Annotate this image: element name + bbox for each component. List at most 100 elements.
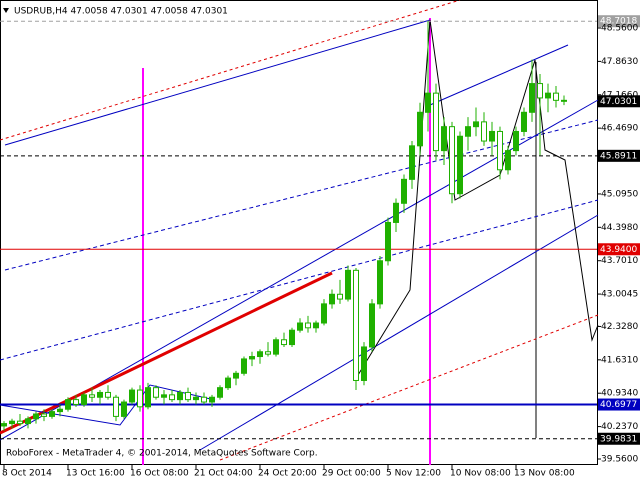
price-level-box (598, 243, 640, 256)
candle-body (425, 92, 431, 113)
chart-title: USDRUB,H4 47.0058 47.0301 47.0058 47.030… (14, 7, 228, 17)
candle-body (57, 408, 63, 413)
candle-body (73, 399, 79, 405)
y-tick-label: 42.3280 (601, 322, 638, 332)
candle-body (201, 396, 207, 403)
price-level-label: 39.9831 (600, 434, 637, 444)
candle-body (9, 420, 15, 425)
candle-body (289, 329, 295, 346)
candle-body (281, 339, 287, 346)
candle-body (449, 126, 455, 195)
candle-body (505, 150, 511, 171)
candle-body (553, 92, 559, 101)
candle-body (97, 391, 103, 398)
candle-body (41, 413, 47, 417)
candle-body (137, 389, 143, 408)
candle-body (473, 121, 479, 128)
candle-body (497, 130, 503, 171)
candle-body (489, 130, 495, 142)
candle-body (513, 130, 519, 152)
x-tick-label: 5 Nov 12:00 (386, 469, 441, 479)
candle-body (297, 322, 303, 331)
candle-body (241, 358, 247, 374)
candle-body (217, 387, 223, 398)
candle-body (457, 135, 463, 195)
candle-body (193, 396, 199, 401)
x-tick-label: 24 Oct 20:00 (258, 469, 317, 479)
price-level-box (598, 398, 640, 411)
candle-body (529, 83, 535, 113)
candle-body (89, 394, 95, 398)
candle-body (249, 356, 255, 360)
candle-body (33, 413, 39, 420)
price-level-box (598, 15, 640, 28)
x-tick-label: 8 Oct 2014 (2, 469, 52, 479)
y-tick-label: 48.5600 (601, 24, 638, 34)
price-level-label: 48.7018 (600, 17, 637, 27)
candle-body (545, 92, 551, 99)
candle-body (257, 351, 263, 358)
candle-body (233, 372, 239, 379)
candle-body (361, 346, 367, 381)
candle-body (185, 391, 191, 401)
y-tick-label: 40.9340 (601, 389, 638, 399)
candle-body (105, 391, 111, 398)
candle-body (121, 401, 127, 417)
candle-body (345, 269, 351, 300)
y-tick-label: 45.0950 (601, 189, 638, 199)
x-tick-label: 21 Oct 04:00 (194, 469, 253, 479)
plot-frame (0, 0, 598, 465)
candle-body (177, 391, 183, 401)
candle-body (393, 202, 399, 223)
candle-body (81, 394, 87, 405)
candle-body (465, 126, 471, 137)
candle-body (369, 303, 375, 348)
candle-body (521, 111, 527, 132)
x-tick-label: 10 Nov 08:00 (450, 469, 511, 479)
candle-body (113, 396, 119, 417)
y-tick-label: 43.7010 (601, 256, 638, 266)
candle-body (305, 322, 311, 329)
x-tick-label: 13 Nov 08:00 (514, 469, 575, 479)
candle-body (433, 92, 439, 152)
candle-body (561, 99, 567, 102)
x-tick-label: 16 Oct 08:00 (130, 469, 189, 479)
candle-body (161, 394, 167, 398)
candle-body (169, 394, 175, 401)
candle-body (225, 377, 231, 389)
candle-body (65, 399, 71, 410)
y-tick-label: 39.5600 (601, 455, 638, 465)
candle-body (313, 322, 319, 329)
y-tick-label: 40.2370 (601, 422, 638, 432)
candle-body (401, 178, 407, 204)
candle-body (441, 126, 447, 152)
candle-body (321, 303, 327, 324)
candle-body (417, 111, 423, 147)
price-level-box (598, 95, 640, 108)
candle-body (537, 83, 543, 99)
candle-body (153, 387, 159, 398)
candle-body (1, 423, 7, 427)
price-level-label: 47.0301 (600, 97, 637, 107)
price-level-box (598, 149, 640, 162)
candle-body (329, 293, 335, 305)
title-icon (3, 8, 9, 13)
candle-body (377, 260, 383, 305)
candle-body (129, 389, 135, 403)
candle-body (25, 418, 31, 425)
price-level-label: 43.9400 (600, 245, 637, 255)
y-tick-label: 47.1660 (601, 90, 638, 100)
candle-body (385, 221, 391, 262)
y-tick-label: 46.4690 (601, 124, 638, 134)
candle-body (273, 339, 279, 355)
y-tick-label: 44.3980 (601, 223, 638, 233)
candle-body (17, 420, 23, 425)
candle-body (353, 269, 359, 381)
x-tick-label: 29 Oct 00:00 (322, 469, 381, 479)
candle-body (337, 293, 343, 300)
y-tick-label: 43.0045 (601, 290, 638, 300)
candle-body (145, 387, 151, 408)
copyright: RoboForex - MetaTrader 4, © 2001-2014, M… (6, 449, 318, 459)
candle-body (409, 145, 415, 180)
